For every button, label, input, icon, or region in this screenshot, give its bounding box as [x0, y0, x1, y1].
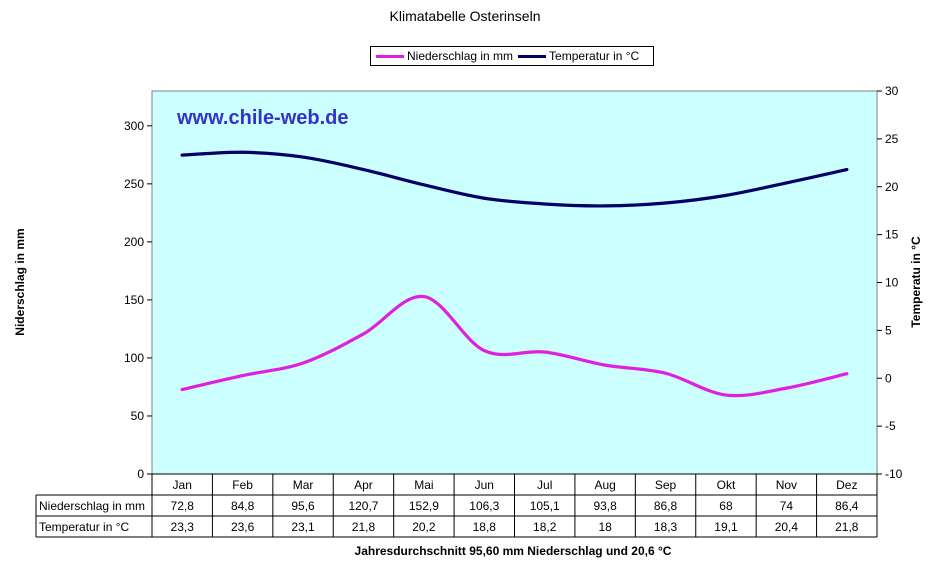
data-point-temperatur	[664, 201, 668, 205]
table-cell-temperatur: 23,3	[171, 520, 195, 534]
legend-item-temperatur: Temperatur in °C	[518, 49, 639, 63]
table-cell-niederschlag: 106,3	[469, 499, 499, 513]
data-point-niederschlag	[724, 393, 728, 397]
data-point-niederschlag	[301, 361, 305, 365]
data-point-temperatur	[241, 150, 245, 154]
table-cell-temperatur: 18,2	[533, 520, 557, 534]
table-cell-temperatur: 23,1	[291, 520, 315, 534]
table-cell-temperatur: 21,8	[352, 520, 376, 534]
x-tick-label: Okt	[717, 478, 736, 492]
data-point-temperatur	[784, 181, 788, 185]
data-point-niederschlag	[482, 349, 486, 353]
data-point-niederschlag	[241, 374, 245, 378]
table-cell-temperatur: 21,8	[835, 520, 859, 534]
table-cell-temperatur: 18,8	[473, 520, 497, 534]
data-point-niederschlag	[543, 350, 547, 354]
x-tick-label: Feb	[232, 478, 253, 492]
data-point-temperatur	[845, 168, 849, 172]
table-cell-temperatur: 20,4	[775, 520, 799, 534]
chart-title: Klimatabelle Osterinseln	[389, 8, 541, 24]
y-left-tick-label: 250	[124, 177, 144, 191]
table-cell-temperatur: 18	[598, 520, 612, 534]
data-point-temperatur	[543, 202, 547, 206]
legend-label-niederschlag: Niederschlag in mm	[407, 49, 514, 63]
legend-swatch-temperatur	[518, 54, 547, 58]
watermark-text: www.chile-web.de	[176, 107, 349, 129]
table-cell-niederschlag: 120,7	[348, 499, 378, 513]
table-row-label: Temperatur in °C	[39, 520, 129, 534]
legend-item-niederschlag: Niederschlag in mm	[376, 49, 513, 63]
data-point-temperatur	[603, 204, 607, 208]
y-left-tick-label: 300	[124, 119, 144, 133]
x-tick-label: Mar	[293, 478, 314, 492]
data-point-temperatur	[180, 153, 184, 157]
table-cell-niederschlag: 95,6	[291, 499, 315, 513]
data-point-niederschlag	[180, 388, 184, 392]
data-point-temperatur	[482, 196, 486, 200]
legend: Niederschlag in mm Temperatur in °C	[370, 46, 654, 66]
y-left-tick-label: 100	[124, 351, 144, 365]
table-cell-niederschlag: 68	[719, 499, 733, 513]
x-tick-label: Apr	[354, 478, 373, 492]
x-tick-label: Jun	[475, 478, 494, 492]
y-right-tick-label: 20	[885, 180, 899, 194]
x-tick-label: Nov	[776, 478, 797, 492]
y-right-tick-label: 5	[885, 323, 892, 337]
y-right-tick-label: 10	[885, 276, 899, 290]
y-right-tick-label: 15	[885, 228, 899, 242]
data-point-temperatur	[422, 183, 426, 187]
data-point-niederschlag	[361, 332, 365, 336]
data-point-niederschlag	[845, 372, 849, 376]
table-cell-niederschlag: 105,1	[530, 499, 560, 513]
data-point-temperatur	[361, 168, 365, 172]
y-right-tick-label: 0	[885, 371, 892, 385]
x-tick-label: Jan	[173, 478, 192, 492]
table-row-label: Niederschlag in mm	[39, 499, 145, 513]
plot-area	[151, 90, 878, 475]
y-left-tick-label: 50	[131, 409, 145, 423]
legend-swatch-niederschlag	[376, 54, 404, 58]
y-right-tick-label: -5	[885, 419, 896, 433]
y-left-tick-label: 150	[124, 293, 144, 307]
data-point-temperatur	[724, 193, 728, 197]
y-right-tick-label: 25	[885, 132, 899, 146]
x-tick-label: Dez	[836, 478, 857, 492]
data-point-niederschlag	[664, 371, 668, 375]
legend-label-temperatur: Temperatur in °C	[549, 49, 640, 63]
x-tick-label: Jul	[537, 478, 552, 492]
table-cell-temperatur: 19,1	[714, 520, 738, 534]
y-left-tick-label: 0	[137, 467, 144, 481]
chart-footer: Jahresdurchschnitt 95,60 mm Niederschlag…	[354, 544, 672, 558]
table-cell-niederschlag: 93,8	[593, 499, 617, 513]
table-cell-niederschlag: 86,4	[835, 499, 859, 513]
table-cell-niederschlag: 72,8	[171, 499, 195, 513]
data-point-temperatur	[301, 155, 305, 159]
table-cell-niederschlag: 74	[780, 499, 794, 513]
data-point-niederschlag	[422, 295, 426, 299]
x-tick-label: Sep	[655, 478, 677, 492]
y-right-tick-label: -10	[885, 467, 903, 481]
table-cell-temperatur: 20,2	[412, 520, 436, 534]
y-left-tick-label: 200	[124, 235, 144, 249]
table-cell-niederschlag: 84,8	[231, 499, 255, 513]
x-tick-label: Aug	[594, 478, 615, 492]
data-point-niederschlag	[784, 386, 788, 390]
table-cell-niederschlag: 152,9	[409, 499, 439, 513]
table-cell-temperatur: 18,3	[654, 520, 678, 534]
series-line-temperatur	[180, 150, 849, 208]
table-cell-niederschlag: 86,8	[654, 499, 678, 513]
x-tick-label: Mai	[414, 478, 433, 492]
y-right-tick-label: 30	[885, 84, 899, 98]
table-cell-temperatur: 23,6	[231, 520, 255, 534]
data-point-niederschlag	[603, 363, 607, 367]
